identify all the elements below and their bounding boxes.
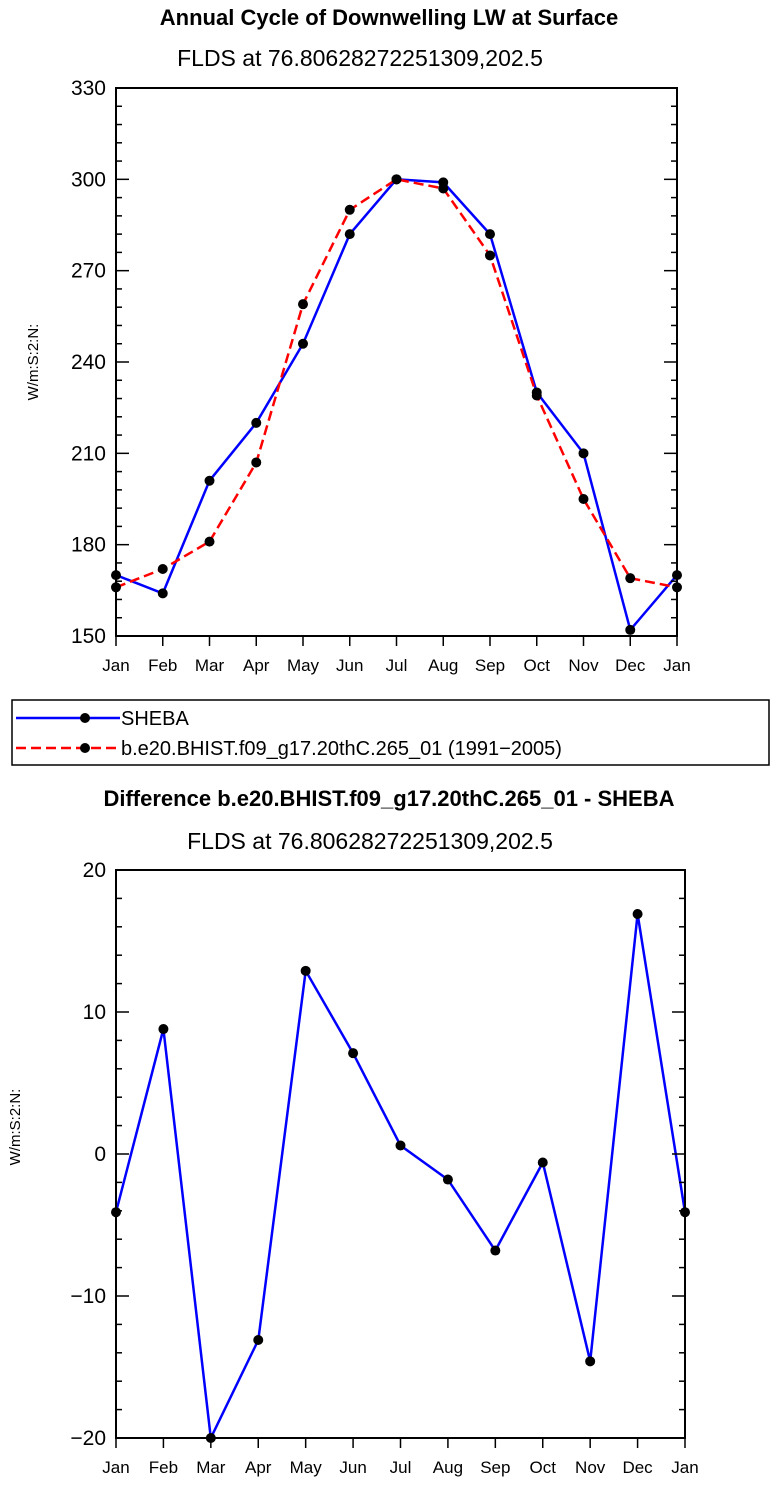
- chart2-xtick-label: Aug: [433, 1458, 463, 1477]
- chart2-xtick-label: Dec: [622, 1458, 653, 1477]
- chart2-ytick-label: 0: [94, 1143, 106, 1166]
- chart1-xtick-label: Oct: [524, 656, 551, 675]
- chart1-series-1-point: [157, 588, 168, 599]
- legend: SHEBA b.e20.BHIST.f09_g17.20thC.265_01 (1…: [11, 699, 770, 766]
- chart1-series-1-point: [251, 417, 262, 428]
- chart1-ytick-label: 150: [71, 625, 106, 648]
- chart1-xtick-label: Dec: [615, 656, 646, 675]
- chart1-series-2-point: [391, 174, 402, 185]
- chart2-series-1-point: [585, 1356, 596, 1367]
- chart2-xtick-label: Jun: [339, 1458, 366, 1477]
- chart2-ytick-label: 10: [83, 1001, 106, 1024]
- chart1-series-line-1: [115, 178, 678, 633]
- chart1-series-2-point: [157, 564, 168, 575]
- chart1-series-2-point: [344, 204, 355, 215]
- chart1-series-2-point: [531, 390, 542, 401]
- chart1-series-1-point: [344, 229, 355, 240]
- chart1-xtick-label: Aug: [428, 656, 458, 675]
- chart2-series-1-point: [632, 909, 643, 920]
- chart1-xtick-label: Nov: [568, 656, 599, 675]
- chart1-xtick-label: Apr: [243, 656, 270, 675]
- chart1-series-line-2: [115, 177, 678, 589]
- chart2-xtick-label: Oct: [530, 1458, 557, 1477]
- legend-label-1: SHEBA: [121, 708, 189, 730]
- chart1-series-2-point: [204, 536, 215, 547]
- chart2-series-line-1: [114, 913, 687, 1443]
- chart1-series-2-point: [438, 183, 449, 194]
- chart1-ytick-label: 180: [71, 534, 106, 557]
- chart1-series-2-point: [251, 457, 262, 468]
- chart1-series-1-point: [485, 229, 495, 240]
- chart2-series-1-point: [537, 1157, 548, 1168]
- chart1-series-1-point: [298, 338, 308, 349]
- legend-box: [11, 699, 770, 766]
- chart1-ylabel: W/m:S:2:N:: [25, 324, 42, 401]
- chart1-series-2-point: [578, 494, 589, 504]
- chart2-xtick-label: Jan: [671, 1458, 698, 1477]
- chart1-xtick-label: Jul: [386, 656, 408, 675]
- chart1-series-2-point: [625, 573, 636, 584]
- chart2-xtick-label: Mar: [196, 1458, 226, 1477]
- chart2-series-1-point: [490, 1245, 501, 1256]
- chart1-series-1-point: [578, 448, 589, 459]
- chart1-ytick-label: 240: [71, 351, 106, 374]
- legend-marker-2: [80, 743, 90, 753]
- chart2-xtick-label: May: [290, 1458, 323, 1477]
- legend-marker-1: [80, 713, 90, 723]
- chart1-xtick-label: Feb: [148, 656, 177, 675]
- legend-label-2: b.e20.BHIST.f09_g17.20thC.265_01 (1991−2…: [121, 738, 562, 760]
- chart2-ylabel: W/m:S:2:N:: [7, 1089, 24, 1166]
- chart1-series-1-point: [625, 624, 636, 635]
- chart1-xtick-label: May: [287, 656, 320, 675]
- chart1-title: Annual Cycle of Downwelling LW at Surfac…: [160, 5, 618, 30]
- chart2-subtitle: FLDS at 76.80628272251309,202.5: [187, 828, 553, 854]
- chart2-series-1-point: [158, 1024, 169, 1035]
- chart2-xtick-label: Apr: [245, 1458, 272, 1477]
- chart2-xtick-label: Feb: [149, 1458, 178, 1477]
- chart1-plot-frame: [115, 87, 678, 637]
- chart2-series-1-point: [300, 965, 311, 976]
- annual-cycle-chart: Annual Cycle of Downwelling LW at Surfac…: [25, 5, 691, 675]
- chart1-ytick-label: 270: [71, 260, 106, 283]
- chart2-series-1-point: [442, 1174, 453, 1185]
- chart1-series-2-point: [298, 299, 308, 310]
- chart1-ytick-label: 300: [71, 168, 106, 191]
- chart2-xtick-label: Nov: [575, 1458, 606, 1477]
- chart2-ytick-label: 20: [83, 859, 106, 882]
- chart2-series-1-point: [253, 1335, 264, 1346]
- chart1-xtick-label: Jan: [663, 656, 690, 675]
- chart2-xtick-label: Sep: [480, 1458, 510, 1477]
- chart1-ytick-label: 210: [71, 442, 106, 465]
- chart2-series-1-point: [348, 1048, 359, 1059]
- chart2-series-1-point: [395, 1140, 406, 1151]
- chart1-xtick-label: Jan: [102, 656, 129, 675]
- difference-chart: Difference b.e20.BHIST.f09_g17.20thC.265…: [7, 786, 699, 1477]
- chart1-ytick-label: 330: [71, 77, 106, 100]
- chart2-xtick-label: Jan: [102, 1458, 129, 1477]
- chart2-ytick-label: −10: [70, 1285, 106, 1308]
- chart2-xtick-label: Jul: [390, 1458, 412, 1477]
- chart1-xtick-label: Jun: [336, 656, 363, 675]
- chart2-title: Difference b.e20.BHIST.f09_g17.20thC.265…: [103, 786, 674, 811]
- chart1-xtick-label: Sep: [475, 656, 505, 675]
- chart1-xtick-label: Mar: [195, 656, 225, 675]
- chart1-series-2-point: [485, 250, 495, 261]
- chart1-subtitle: FLDS at 76.80628272251309,202.5: [177, 45, 543, 71]
- chart1-series-1-point: [204, 475, 215, 486]
- chart2-ytick-label: −20: [70, 1427, 106, 1450]
